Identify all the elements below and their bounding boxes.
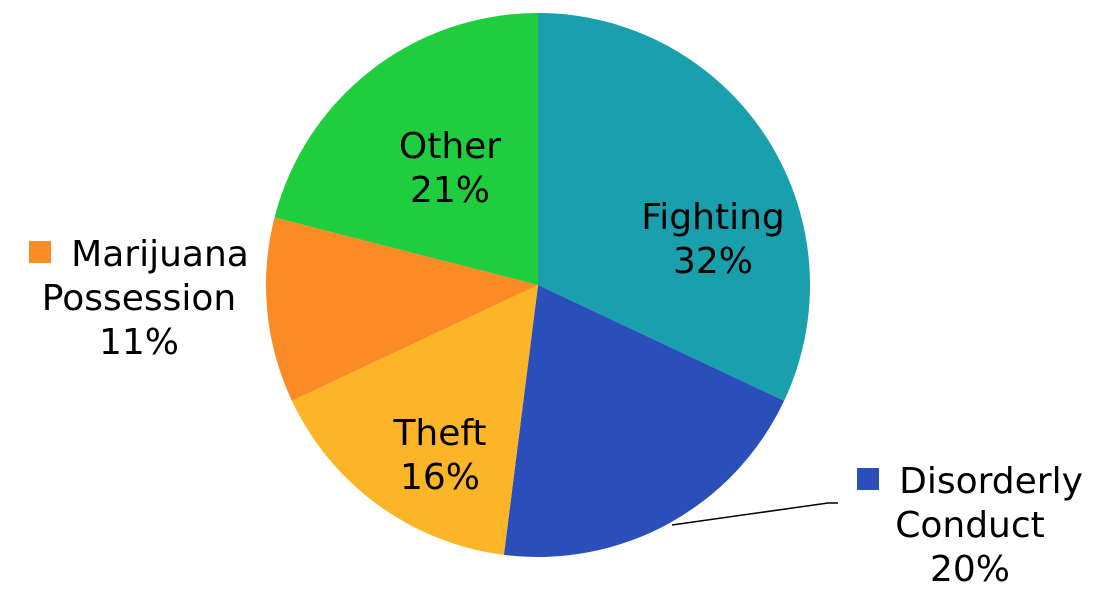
label-marijuana-value: 11%: [98, 322, 179, 363]
marijuana-swatch: [29, 241, 52, 263]
slice-label-other: Other 21%: [370, 125, 530, 213]
pie-slice-theft: [291, 285, 538, 555]
leader-line-disorderly-conduct: [671, 502, 838, 526]
slice-label-disorderly-conduct: Disorderly Conduct 20%: [840, 460, 1100, 592]
label-other-name: Other: [398, 126, 502, 167]
slice-label-fighting: Fighting 32%: [625, 196, 801, 284]
label-fighting-value: 32%: [672, 241, 753, 282]
pie-slice-marijuana-possession: [266, 217, 538, 401]
slice-label-marijuana-possession: Marijuana Possession 11%: [4, 233, 274, 365]
label-theft-value: 16%: [399, 457, 480, 498]
label-disorderly-value: 20%: [929, 549, 1010, 590]
label-other-value: 21%: [409, 170, 490, 211]
label-marijuana-line1: Marijuana: [4, 233, 274, 277]
label-disorderly-name-2: Conduct: [895, 505, 1045, 546]
pie-slice-fighting: [538, 13, 810, 401]
pie-slice-other: [274, 13, 538, 285]
pie-slice-disorderly-conduct: [503, 285, 785, 558]
label-disorderly-line1: Disorderly: [840, 460, 1100, 504]
disorderly-swatch: [857, 468, 880, 490]
pie-slices: [266, 13, 810, 558]
label-marijuana-name-1: Marijuana: [71, 234, 249, 275]
label-marijuana-name-2: Possession: [41, 278, 237, 319]
label-fighting-name: Fighting: [641, 197, 785, 238]
slice-label-theft: Theft 16%: [370, 412, 510, 500]
label-theft-name: Theft: [393, 413, 487, 454]
label-disorderly-name-1: Disorderly: [899, 461, 1083, 502]
